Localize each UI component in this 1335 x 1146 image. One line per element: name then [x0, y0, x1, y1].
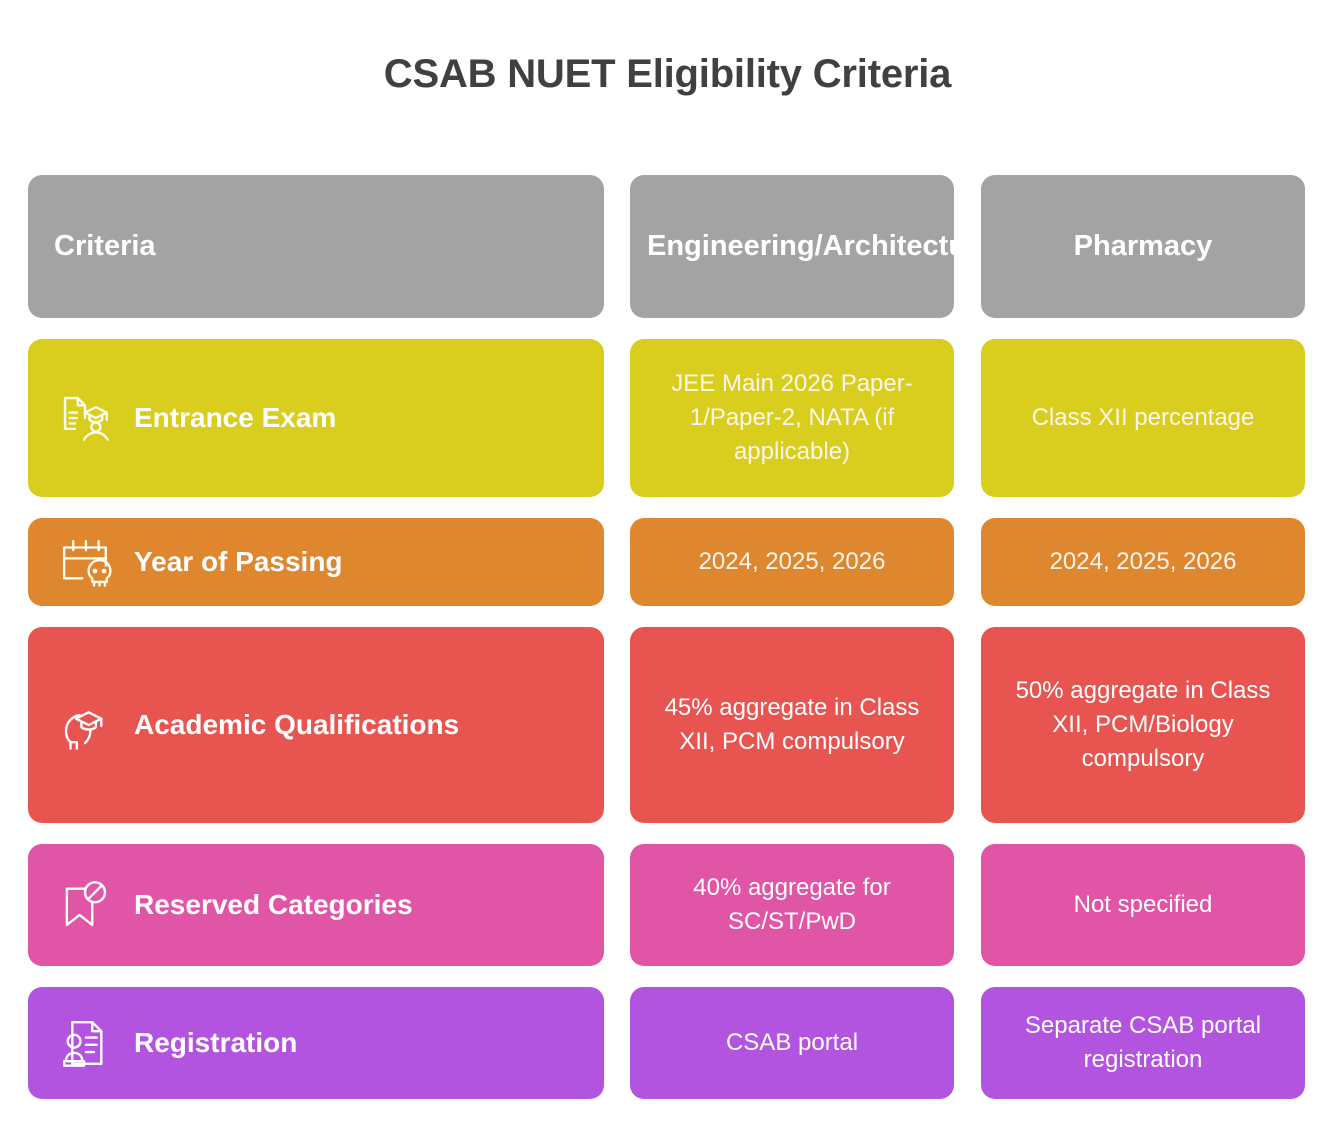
- value-cell-pharmacy: 50% aggregate in Class XII, PCM/Biology …: [981, 627, 1305, 823]
- table-row: Year of Passing 2024, 2025, 2026 2024, 2…: [28, 518, 1313, 606]
- value-text: JEE Main 2026 Paper-1/Paper-2, NATA (if …: [671, 369, 913, 466]
- value-text: 40% aggregate for SC/ST/PwD: [693, 873, 891, 935]
- value-text: 2024, 2025, 2026: [1049, 547, 1237, 575]
- value-text: Class XII percentage: [1031, 403, 1255, 431]
- calendar-skull-icon: [54, 531, 116, 593]
- table-row: Academic Qualifications 45% aggregate in…: [28, 627, 1313, 823]
- criteria-label: Registration: [134, 1027, 298, 1058]
- value-cell-pharmacy: Separate CSAB portal registration: [981, 987, 1305, 1099]
- criteria-label: Year of Passing: [134, 546, 343, 577]
- value-text: 2024, 2025, 2026: [698, 547, 886, 575]
- table-row: Entrance Exam JEE Main 2026 Paper-1/Pape…: [28, 339, 1313, 497]
- graduate-head-icon: [54, 694, 116, 756]
- criteria-label: Reserved Categories: [134, 889, 413, 920]
- criteria-label: Entrance Exam: [134, 402, 337, 433]
- value-cell-engineering: 45% aggregate in Class XII, PCM compulso…: [630, 627, 954, 823]
- header-cell-engineering: Engineering/Architecture: [630, 175, 994, 318]
- value-text: 45% aggregate in Class XII, PCM compulso…: [664, 693, 920, 755]
- header-label-engineering: Engineering/Architecture: [647, 230, 994, 263]
- document-graduate-icon: [54, 387, 116, 449]
- header-cell-pharmacy: Pharmacy: [981, 175, 1305, 318]
- criteria-cell-entrance-exam: Entrance Exam: [28, 339, 604, 497]
- value-cell-pharmacy: 2024, 2025, 2026: [981, 518, 1305, 606]
- value-cell-pharmacy: Not specified: [981, 844, 1305, 966]
- criteria-cell-reserved-categories: Reserved Categories: [28, 844, 604, 966]
- value-cell-engineering: 2024, 2025, 2026: [630, 518, 954, 606]
- value-cell-engineering: CSAB portal: [630, 987, 954, 1099]
- criteria-cell-academic-qualifications: Academic Qualifications: [28, 627, 604, 823]
- value-text: CSAB portal: [725, 1028, 859, 1056]
- value-text: Not specified: [1073, 890, 1213, 918]
- page-title: CSAB NUET Eligibility Criteria: [383, 52, 952, 96]
- value-cell-engineering: JEE Main 2026 Paper-1/Paper-2, NATA (if …: [630, 339, 954, 497]
- criteria-cell-year-of-passing: Year of Passing: [28, 518, 604, 606]
- eligibility-table: Criteria Engineering/Architecture Pharma…: [28, 175, 1313, 1120]
- table-row: Reserved Categories 40% aggregate for SC…: [28, 844, 1313, 966]
- value-cell-engineering: 40% aggregate for SC/ST/PwD: [630, 844, 954, 966]
- criteria-cell-registration: Registration: [28, 987, 604, 1099]
- value-text: Separate CSAB portal registration: [1024, 1011, 1262, 1073]
- value-cell-pharmacy: Class XII percentage: [981, 339, 1305, 497]
- id-document-person-icon: [54, 1012, 116, 1074]
- table-header-row: Criteria Engineering/Architecture Pharma…: [28, 175, 1313, 318]
- bookmark-badge-icon: [54, 874, 116, 936]
- header-cell-criteria: Criteria: [28, 175, 604, 318]
- table-row: Registration CSAB portal Separate CSAB p…: [28, 987, 1313, 1099]
- criteria-label: Academic Qualifications: [134, 709, 460, 740]
- header-label-pharmacy: Pharmacy: [1073, 230, 1213, 263]
- value-text: 50% aggregate in Class XII, PCM/Biology …: [1015, 676, 1271, 773]
- header-label-criteria: Criteria: [54, 230, 156, 263]
